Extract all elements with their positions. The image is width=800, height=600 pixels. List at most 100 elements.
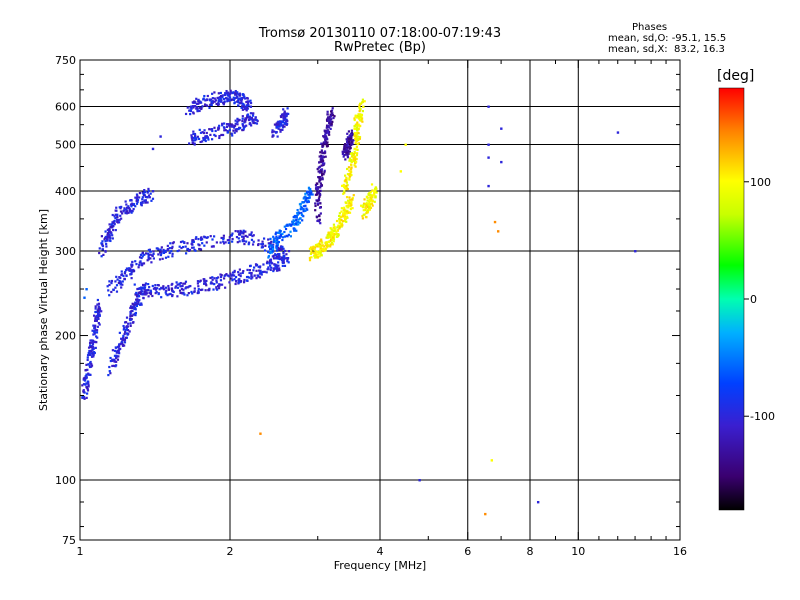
data-point xyxy=(368,201,371,204)
data-point xyxy=(122,334,125,337)
data-point xyxy=(364,215,368,219)
data-point xyxy=(347,166,351,169)
data-point xyxy=(148,196,151,199)
data-point xyxy=(283,116,286,119)
data-point xyxy=(277,127,280,130)
data-point xyxy=(228,95,231,98)
data-point xyxy=(220,99,223,102)
data-point xyxy=(96,298,99,302)
data-point xyxy=(242,270,245,273)
data-point xyxy=(197,288,200,291)
data-point xyxy=(321,158,324,161)
data-point xyxy=(343,220,347,223)
data-point xyxy=(326,141,329,144)
data-point xyxy=(336,226,339,229)
data-point xyxy=(116,278,119,281)
data-point xyxy=(375,191,378,194)
data-point xyxy=(246,113,250,116)
data-point xyxy=(236,123,239,126)
data-point xyxy=(306,190,310,193)
data-point xyxy=(221,94,224,97)
data-point xyxy=(143,283,147,287)
data-point xyxy=(130,209,133,213)
colorbar-tick-label: 100 xyxy=(750,176,771,189)
data-point xyxy=(221,96,224,99)
data-point xyxy=(344,201,347,204)
data-point xyxy=(97,305,101,308)
data-point xyxy=(265,262,269,265)
data-point xyxy=(348,177,351,180)
data-point xyxy=(286,107,289,110)
data-point xyxy=(126,325,130,328)
data-point xyxy=(487,184,490,188)
data-point xyxy=(345,204,348,208)
data-point xyxy=(364,206,367,209)
data-point xyxy=(369,193,372,196)
data-point xyxy=(327,240,331,244)
data-point xyxy=(297,218,300,221)
data-point xyxy=(217,128,220,131)
data-point xyxy=(329,119,332,122)
data-point xyxy=(209,103,212,106)
x-tick-label: 2 xyxy=(227,545,234,558)
grid-lines xyxy=(80,60,681,540)
data-point xyxy=(324,130,327,134)
data-point xyxy=(154,284,157,287)
data-point xyxy=(418,479,421,482)
data-point xyxy=(231,125,234,128)
data-point xyxy=(330,232,333,235)
data-point xyxy=(215,277,219,280)
data-point xyxy=(369,202,372,205)
data-point xyxy=(373,187,377,190)
data-point xyxy=(221,122,224,125)
data-point xyxy=(350,152,354,155)
data-point xyxy=(92,355,95,358)
data-point xyxy=(105,237,109,241)
data-point xyxy=(112,228,115,232)
data-point xyxy=(116,358,120,361)
data-point xyxy=(204,137,207,140)
data-point xyxy=(323,150,327,153)
data-point xyxy=(316,203,320,206)
data-point xyxy=(151,254,154,258)
data-point xyxy=(340,210,343,213)
data-point xyxy=(257,243,260,247)
data-point xyxy=(270,248,273,251)
data-point xyxy=(348,137,351,140)
data-point xyxy=(354,165,357,168)
data-point xyxy=(239,102,242,105)
data-point xyxy=(192,139,195,142)
data-point xyxy=(316,187,319,191)
data-point xyxy=(100,242,103,245)
data-point xyxy=(351,207,354,210)
data-point xyxy=(276,242,279,245)
data-point xyxy=(233,278,236,281)
data-point xyxy=(215,241,218,244)
data-point xyxy=(231,134,234,137)
data-point xyxy=(167,255,170,258)
data-point xyxy=(304,199,307,202)
data-point xyxy=(243,107,247,111)
data-point xyxy=(196,135,199,138)
data-point xyxy=(320,149,323,152)
data-point xyxy=(123,341,127,344)
data-point xyxy=(315,253,318,256)
data-point xyxy=(330,122,333,125)
data-point xyxy=(321,249,324,252)
data-point xyxy=(121,212,124,215)
data-point xyxy=(370,197,373,200)
data-point xyxy=(198,244,201,247)
data-point xyxy=(136,293,139,296)
data-point xyxy=(347,138,350,141)
data-point xyxy=(321,172,324,176)
data-point xyxy=(399,170,403,173)
data-point xyxy=(283,122,286,125)
data-point xyxy=(274,265,277,268)
data-point xyxy=(120,286,123,289)
data-point xyxy=(147,189,150,193)
data-point xyxy=(350,155,354,158)
data-point xyxy=(309,188,312,191)
data-point xyxy=(125,206,129,209)
data-point xyxy=(192,132,195,136)
data-point xyxy=(345,177,348,180)
